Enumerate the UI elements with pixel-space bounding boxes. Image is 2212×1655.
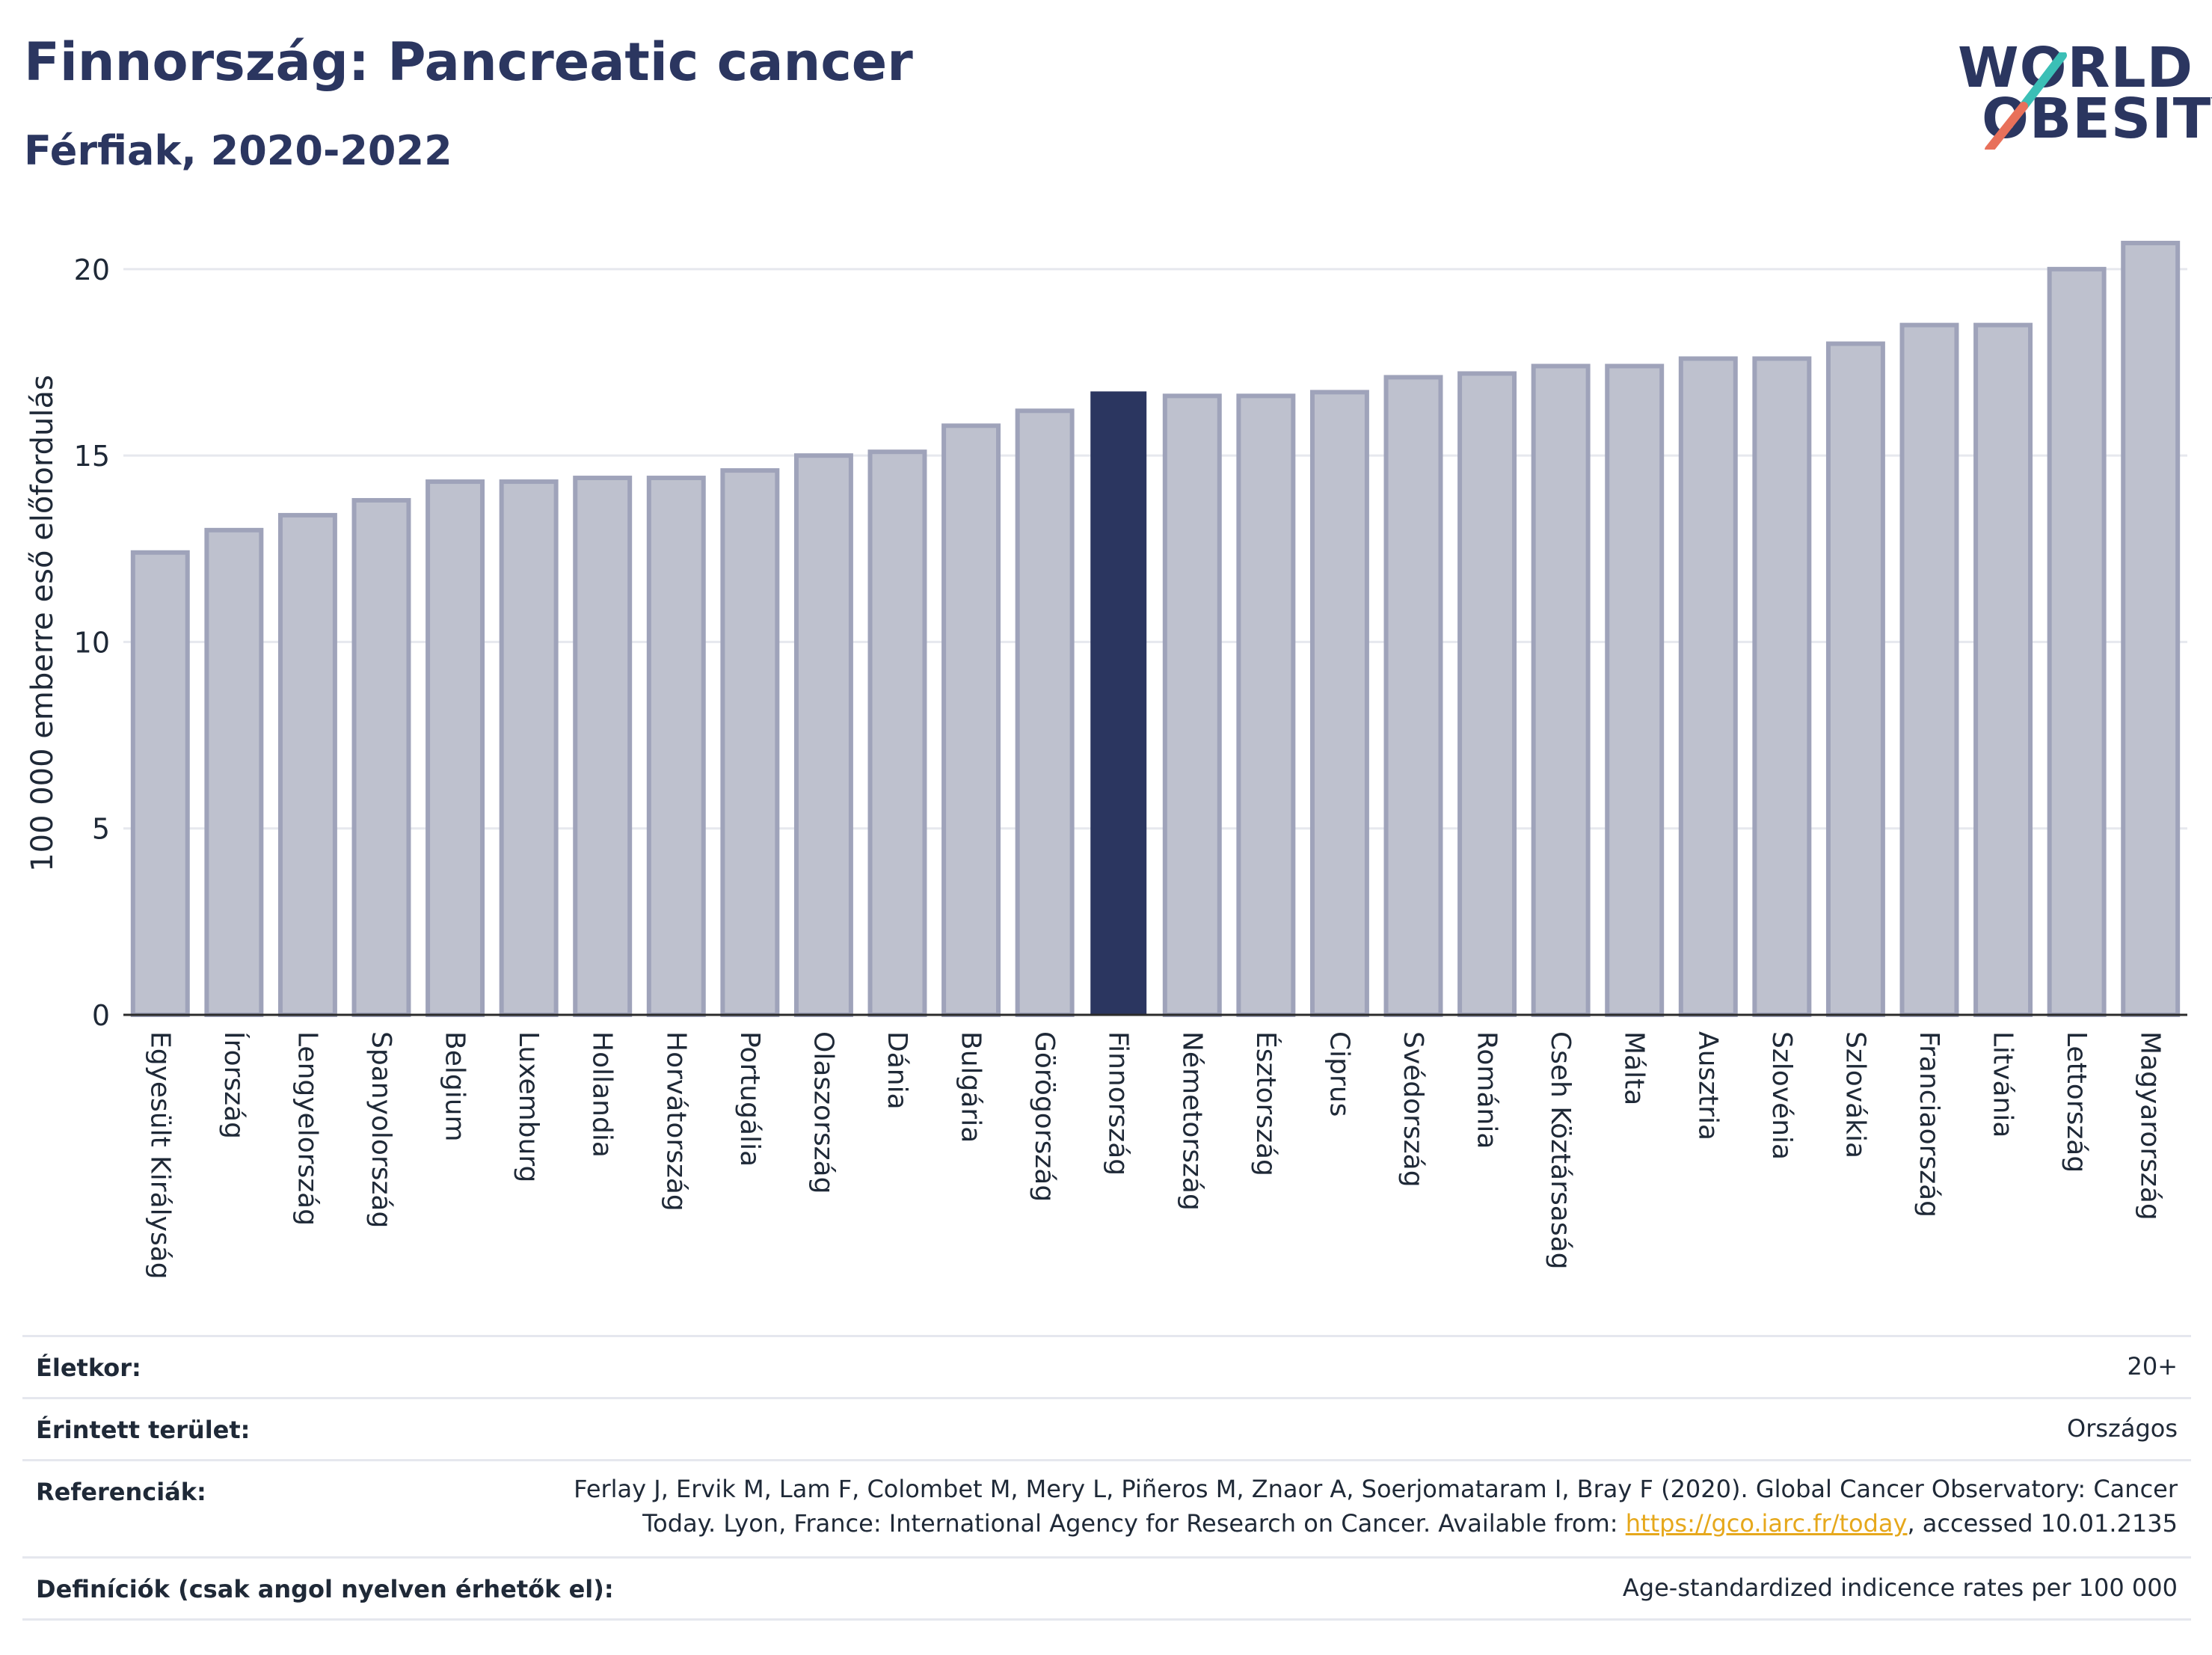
x-tick-label: Spanyolország <box>366 1031 396 1228</box>
meta-value-area: Országos <box>2067 1414 2178 1443</box>
bar <box>867 449 927 1017</box>
metadata-table: Életkor: 20+ Érintett terület: Országos … <box>22 1335 2191 1621</box>
x-tick-label: Magyarország <box>2135 1031 2166 1220</box>
x-tick-label: Olaszország <box>808 1031 838 1194</box>
bar <box>1162 393 1222 1018</box>
x-tick-label: Románia <box>1472 1031 1502 1149</box>
bar <box>1309 390 1369 1017</box>
bar <box>793 453 853 1017</box>
y-tick-label: 0 <box>92 999 110 1032</box>
meta-label-area: Érintett terület: <box>36 1416 251 1444</box>
y-tick-label: 20 <box>74 254 110 286</box>
bar <box>277 512 337 1017</box>
bar <box>1015 408 1075 1018</box>
bar <box>1457 371 1517 1017</box>
bar <box>646 476 706 1017</box>
logo-line1: WORLD <box>1958 36 2194 100</box>
bar-chart: 0 5 10 15 20 100 000 emberre eső előfordulás E… <box>25 240 2187 1280</box>
bar <box>204 527 264 1018</box>
page-title: Finnország: Pancreatic cancer <box>24 31 913 93</box>
x-tick-label: Lettország <box>2061 1031 2092 1173</box>
bar <box>1825 341 1885 1018</box>
bar <box>2047 266 2107 1018</box>
x-tick-label: Hollandia <box>587 1031 618 1158</box>
page-subtitle: Férfiak, 2020-2022 <box>24 127 452 174</box>
x-tick-label: Németország <box>1176 1031 1207 1211</box>
bar <box>941 423 1001 1017</box>
x-tick-label: Horvátország <box>660 1031 691 1212</box>
meta-row-references: Referenciák: Ferlay J, Ervik M, Lam F, C… <box>22 1461 2191 1559</box>
logo-line2: OBESITY <box>1982 87 2212 151</box>
reference-line2-post: , accessed 10.01.2135 <box>1907 1509 2178 1538</box>
x-tick-label: Egyesült Királyság <box>144 1031 175 1280</box>
meta-row-age: Életkor: 20+ <box>22 1337 2191 1399</box>
bar <box>351 497 411 1017</box>
x-tick-label: Dánia <box>882 1031 912 1110</box>
reference-line2-pre: Today. Lyon, France: International Agenc… <box>642 1509 1626 1538</box>
bar <box>2121 240 2181 1017</box>
tick-labels: 0 5 10 15 20 100 000 emberre eső előfordulás E… <box>25 254 2166 1280</box>
meta-label-definitions: Definíciók (csak angol nyelven érhetők e… <box>36 1575 614 1603</box>
x-tick-label: Finnország <box>1103 1031 1134 1176</box>
y-axis-label: 100 000 emberre eső előfordulás <box>25 375 60 872</box>
x-tick-label: Bulgária <box>956 1031 986 1143</box>
meta-label-references: Referenciák: <box>36 1478 206 1506</box>
y-tick-label: 5 <box>92 813 110 846</box>
x-tick-label: Cseh Köztársaság <box>1545 1031 1576 1270</box>
logo-slash-icon <box>1985 52 2067 150</box>
bar <box>425 479 485 1017</box>
x-tick-label: Szlovénia <box>1766 1031 1797 1160</box>
bar <box>1090 391 1147 1016</box>
x-tick-label: Málta <box>1619 1031 1650 1105</box>
reference-link[interactable]: https://gco.iarc.fr/today <box>1625 1509 1908 1538</box>
x-tick-label: Lengyelország <box>292 1031 322 1226</box>
bar <box>130 550 190 1017</box>
bar <box>720 468 780 1018</box>
bars <box>130 240 2181 1018</box>
x-tick-label: Írország <box>218 1031 250 1139</box>
meta-value-age: 20+ <box>2127 1352 2178 1381</box>
y-tick-label: 10 <box>74 626 110 659</box>
x-tick-label: Franciaország <box>1914 1031 1944 1218</box>
x-tick-label: Svédország <box>1398 1031 1428 1188</box>
bar <box>1383 375 1443 1017</box>
x-tick-label: Luxemburg <box>513 1031 544 1182</box>
bar <box>1678 356 1738 1017</box>
bar <box>499 479 559 1017</box>
bar <box>1752 356 1812 1017</box>
meta-value-references: Ferlay J, Ervik M, Lam F, Colombet M, Me… <box>574 1472 2178 1541</box>
bar <box>1605 363 1665 1017</box>
x-tick-label: Észtország <box>1250 1031 1282 1176</box>
bar <box>1236 393 1296 1018</box>
x-tick-label: Görögország <box>1029 1031 1060 1202</box>
reference-line2: Today. Lyon, France: International Agenc… <box>574 1506 2178 1541</box>
bar <box>1973 322 2033 1017</box>
meta-row-definitions: Definíciók (csak angol nyelven érhetők e… <box>22 1559 2191 1621</box>
bar <box>1531 363 1591 1017</box>
bar <box>573 476 633 1017</box>
x-tick-label: Ausztria <box>1692 1031 1723 1140</box>
x-tick-label: Ciprus <box>1324 1031 1354 1117</box>
meta-label-age: Életkor: <box>36 1354 141 1382</box>
x-tick-label: Szlovákia <box>1840 1031 1870 1158</box>
y-tick-label: 15 <box>74 440 110 473</box>
meta-row-area: Érintett terület: Országos <box>22 1399 2191 1461</box>
x-tick-label: Belgium <box>440 1031 470 1142</box>
x-tick-label: Litvánia <box>1988 1031 2018 1137</box>
bar <box>1899 322 1959 1017</box>
meta-value-definitions: Age-standardized indicence rates per 100… <box>1622 1573 2178 1602</box>
world-obesity-logo: WORLD OBESITY <box>1952 30 2212 157</box>
reference-line1: Ferlay J, Ervik M, Lam F, Colombet M, Me… <box>574 1475 2178 1503</box>
x-tick-label: Portugália <box>734 1031 765 1167</box>
